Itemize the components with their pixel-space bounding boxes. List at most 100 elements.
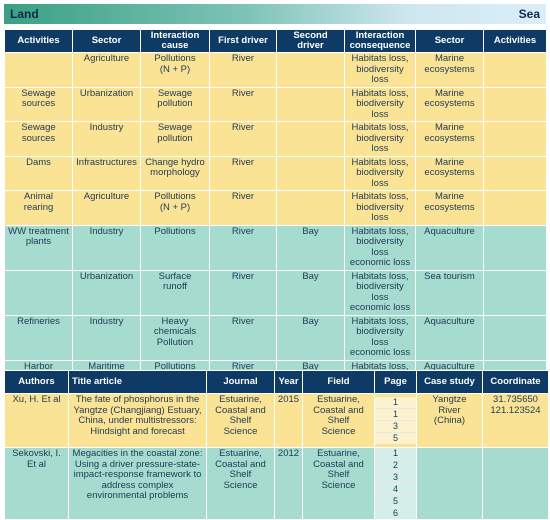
t1-cell: Agriculture	[72, 190, 141, 226]
t2-header: Case study	[416, 370, 483, 394]
references-table: Authors Title article Journal Year Field Page…	[4, 370, 549, 520]
t2-cell: 2012	[274, 447, 303, 520]
t2-header: Year	[274, 370, 303, 394]
t2-header: Authors	[4, 370, 69, 394]
t1-cell: Aquaculture	[415, 224, 484, 271]
interaction-table: Activities Sector Interaction cause First d…	[4, 29, 547, 451]
t2-cell: Yangtze River (China)	[416, 393, 483, 448]
land-sea-gradient-bar: Land Sea	[4, 4, 546, 24]
t1-cell	[483, 52, 547, 88]
page-number: 2	[375, 460, 416, 472]
t1-cell: River	[209, 224, 277, 271]
t2-header: Field	[302, 370, 375, 394]
t1-cell	[483, 224, 547, 271]
t2-header: Coordinate	[482, 370, 549, 394]
t1-cell: River	[209, 52, 277, 88]
t2-cell	[416, 447, 483, 520]
t1-cell	[276, 52, 345, 88]
t1-header: Activities	[483, 29, 547, 53]
t1-cell: Sewage pollution	[140, 86, 210, 122]
t1-cell: River	[209, 269, 277, 316]
t1-cell: Habitats loss, biodiversity loss	[344, 190, 416, 226]
t1-cell	[4, 52, 73, 88]
t1-row: Sewage sources Industry Sewage pollution Rive…	[4, 121, 547, 157]
t1-row: Sewage sources Urbanization Sewage pollution…	[4, 86, 547, 122]
t1-cell: Pollutions(N + P)	[140, 52, 210, 88]
t2-header: Journal	[206, 370, 275, 394]
t2-cell: Sekovski, I. Et al	[4, 447, 69, 520]
t1-row: Urbanization Surface runoff River Bay Habitat…	[4, 269, 547, 316]
t1-cell	[483, 190, 547, 226]
t2-header: Page	[374, 370, 417, 394]
t1-cell: Pollutions(N + P)	[140, 190, 210, 226]
t1-cell	[276, 155, 345, 191]
t2-cell: The fate of phosphorus in the Yangtze (C…	[68, 393, 207, 448]
t1-header: Activities	[4, 29, 73, 53]
page-number: 6	[375, 508, 416, 519]
t1-row: Animal rearing Agriculture Pollutions (N + P…	[4, 190, 547, 226]
t1-cell	[483, 86, 547, 122]
page-number: 5	[375, 433, 416, 444]
t2-cell: Estuarine, Coastal and Shelf Science	[206, 393, 275, 448]
t1-cell: River	[209, 314, 277, 361]
t1-cell: Urbanization	[72, 269, 141, 316]
page-number: 1	[375, 448, 416, 460]
t1-cell	[276, 86, 345, 122]
t1-cell: Agriculture	[72, 52, 141, 88]
page-number: 1	[375, 397, 416, 409]
t2-cell: Xu, H. Et al	[4, 393, 69, 448]
t1-cell: Dams	[4, 155, 73, 191]
t2-cell: Estuarine, Coastal and Shelf Science	[302, 393, 375, 448]
t2-row: Sekovski, I. Et al Megacities in the coast…	[4, 447, 549, 520]
t1-cell: Urbanization	[72, 86, 141, 122]
t1-cell	[4, 269, 73, 316]
t1-row: WW treatment plants Industry Pollutions Rive…	[4, 224, 547, 271]
t1-cell: River	[209, 121, 277, 157]
t1-cell: Pollutions	[140, 224, 210, 271]
t1-header: Interaction consequence	[344, 29, 416, 53]
t1-cell: Habitats loss, biodiversity loss	[344, 86, 416, 122]
t1-cell	[483, 269, 547, 316]
t1-cell	[276, 121, 345, 157]
land-label: Land	[10, 7, 39, 21]
t1-cell: Change hydro morphology	[140, 155, 210, 191]
t1-cell: Refineries	[4, 314, 73, 361]
t1-cell	[483, 314, 547, 361]
t1-cell: Bay	[276, 314, 345, 361]
t1-cell: Sewage sources	[4, 121, 73, 157]
t1-cell	[483, 121, 547, 157]
t1-row: Dams Infrastructures Change hydro morpholog…	[4, 155, 547, 191]
t1-cell: WW treatment plants	[4, 224, 73, 271]
t2-cell: Estuarine, Coastal and Shelf Science	[206, 447, 275, 520]
t1-cell: Infrastructures	[72, 155, 141, 191]
page-number: 3	[375, 472, 416, 484]
t2-cell: Megacities in the coastal zone: Using a …	[68, 447, 207, 520]
t1-cell: Industry	[72, 121, 141, 157]
page-number: 4	[375, 484, 416, 496]
page-number: 3	[375, 421, 416, 433]
sea-label: Sea	[518, 7, 540, 21]
t1-cell: Habitats loss, biodiversity loss	[344, 121, 416, 157]
t1-row: Refineries Industry Heavy chemicals Pollutio…	[4, 314, 547, 361]
t1-cell: Bay	[276, 224, 345, 271]
t1-cell: Aquaculture	[415, 314, 484, 361]
t1-header: Second driver	[276, 29, 345, 53]
page-number: 5	[375, 496, 416, 508]
t1-header: First driver	[209, 29, 277, 53]
t1-cell: Animal rearing	[4, 190, 73, 226]
t1-cell: Surface runoff	[140, 269, 210, 316]
t1-cell: Habitats loss, biodiversity loss	[344, 52, 416, 88]
page-number: 1	[375, 409, 416, 421]
t1-cell: Sewage pollution	[140, 121, 210, 157]
t1-cell: Industry	[72, 224, 141, 271]
